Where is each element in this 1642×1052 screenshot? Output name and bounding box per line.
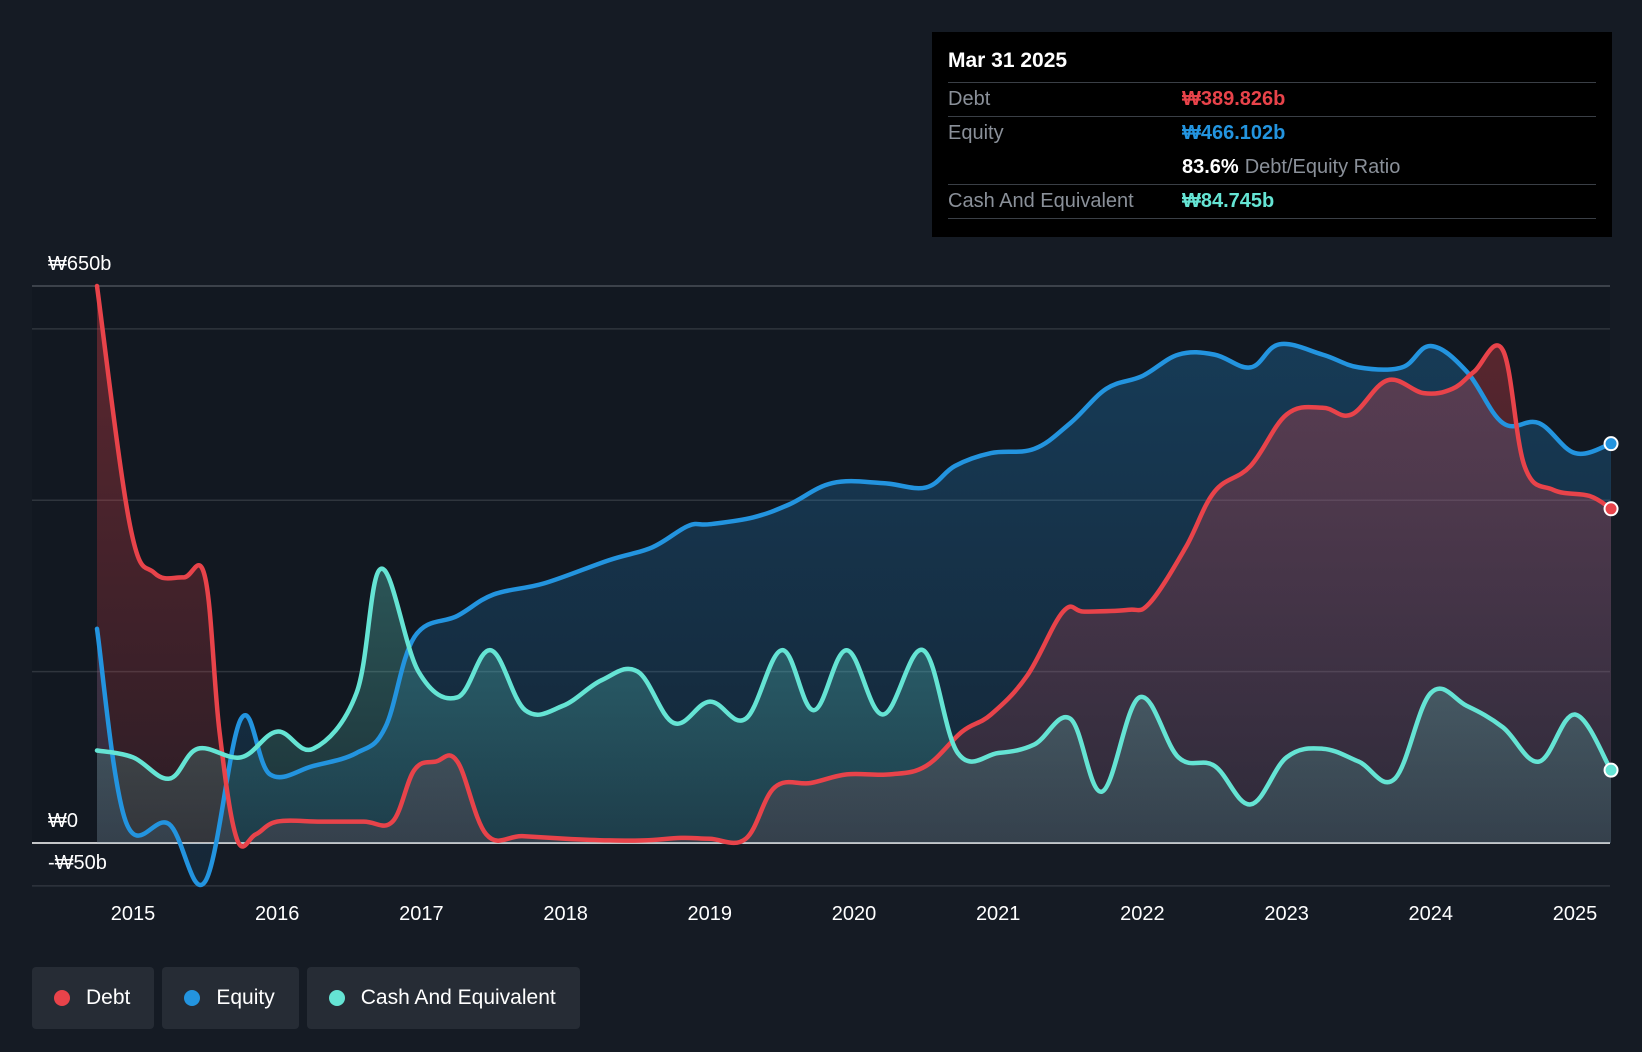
debt-line	[94, 283, 1614, 849]
tooltip-row-cash: Cash And Equivalent ₩84.745b	[948, 184, 1596, 219]
legend-equity-label: Equity	[216, 986, 275, 1009]
x-tick-label-2016: 2016	[255, 903, 300, 925]
tooltip-debt-value: ₩389.826b	[1182, 88, 1286, 110]
tooltip-cash-label: Cash And Equivalent	[948, 190, 1134, 212]
tooltip-debt-label: Debt	[948, 88, 991, 110]
tooltip-ratio-value: 83.6%	[1182, 156, 1239, 178]
tooltip-ratio-label: Debt/Equity Ratio	[1244, 156, 1401, 178]
series-lines	[94, 283, 1614, 888]
legend-debt-label: Debt	[86, 986, 131, 1009]
tooltip-row-debt: Debt ₩389.826b	[948, 82, 1596, 116]
end-markers	[1603, 436, 1619, 778]
x-tick-label-2017: 2017	[399, 903, 444, 925]
debt-area	[97, 286, 1611, 847]
x-tick-label-2018: 2018	[543, 903, 588, 925]
tooltip-row-equity: Equity ₩466.102b	[948, 116, 1596, 150]
equity-end-marker	[1603, 436, 1619, 452]
x-tick-label-2023: 2023	[1264, 903, 1309, 925]
legend-cash-label: Cash And Equivalent	[360, 986, 556, 1009]
tooltip-cash-value: ₩84.745b	[1182, 190, 1275, 212]
x-axis-labels: 2015 2016 2017 2018 2019 2020 2021 2022 2023 2024…	[111, 903, 1598, 925]
legend-equity-dot-icon	[184, 990, 201, 1006]
y-tick-label-650: ₩650b	[48, 253, 111, 275]
cash-line	[94, 566, 1614, 807]
tooltip-panel: Mar 31 2025 Debt ₩389.826b Equity ₩466.1…	[932, 32, 1612, 237]
cash-area	[97, 568, 1611, 843]
tooltip-row-ratio: 83.6% Debt/Equity Ratio	[948, 150, 1596, 184]
equity-line	[94, 341, 1614, 888]
x-tick-label-2015: 2015	[111, 903, 156, 925]
x-tick-label-2021: 2021	[976, 903, 1021, 925]
legend-debt-dot-icon	[54, 990, 70, 1006]
x-tick-label-2024: 2024	[1409, 903, 1454, 925]
x-tick-label-2025: 2025	[1553, 903, 1598, 925]
legend: Debt Equity Cash And Equivalent	[32, 967, 580, 1029]
x-tick-label-2022: 2022	[1120, 903, 1165, 925]
tooltip-equity-label: Equity	[948, 122, 1004, 144]
debt-end-marker	[1603, 501, 1619, 517]
y-axis-labels: ₩650b ₩0 -₩50b	[48, 253, 111, 874]
x-tick-label-2020: 2020	[832, 903, 877, 925]
legend-item-cash[interactable]: Cash And Equivalent	[306, 967, 580, 1029]
legend-cash-dot-icon	[328, 990, 345, 1006]
y-tick-label-neg50: -₩50b	[48, 852, 107, 874]
cash-end-marker	[1603, 762, 1619, 778]
legend-item-equity[interactable]: Equity	[162, 967, 299, 1029]
y-tick-label-0: ₩0	[48, 810, 78, 832]
tooltip-equity-value: ₩466.102b	[1182, 122, 1286, 144]
legend-item-debt[interactable]: Debt	[32, 967, 155, 1029]
tooltip-date: Mar 31 2025	[948, 49, 1068, 72]
x-tick-label-2019: 2019	[688, 903, 733, 925]
